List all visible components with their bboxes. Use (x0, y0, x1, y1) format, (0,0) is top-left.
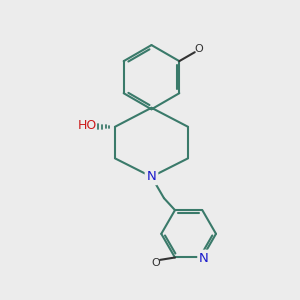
Text: N: N (199, 252, 209, 265)
Text: O: O (194, 44, 203, 54)
Text: O: O (152, 258, 161, 268)
Polygon shape (148, 108, 154, 109)
Text: N: N (147, 170, 156, 183)
Text: HO: HO (78, 119, 97, 132)
